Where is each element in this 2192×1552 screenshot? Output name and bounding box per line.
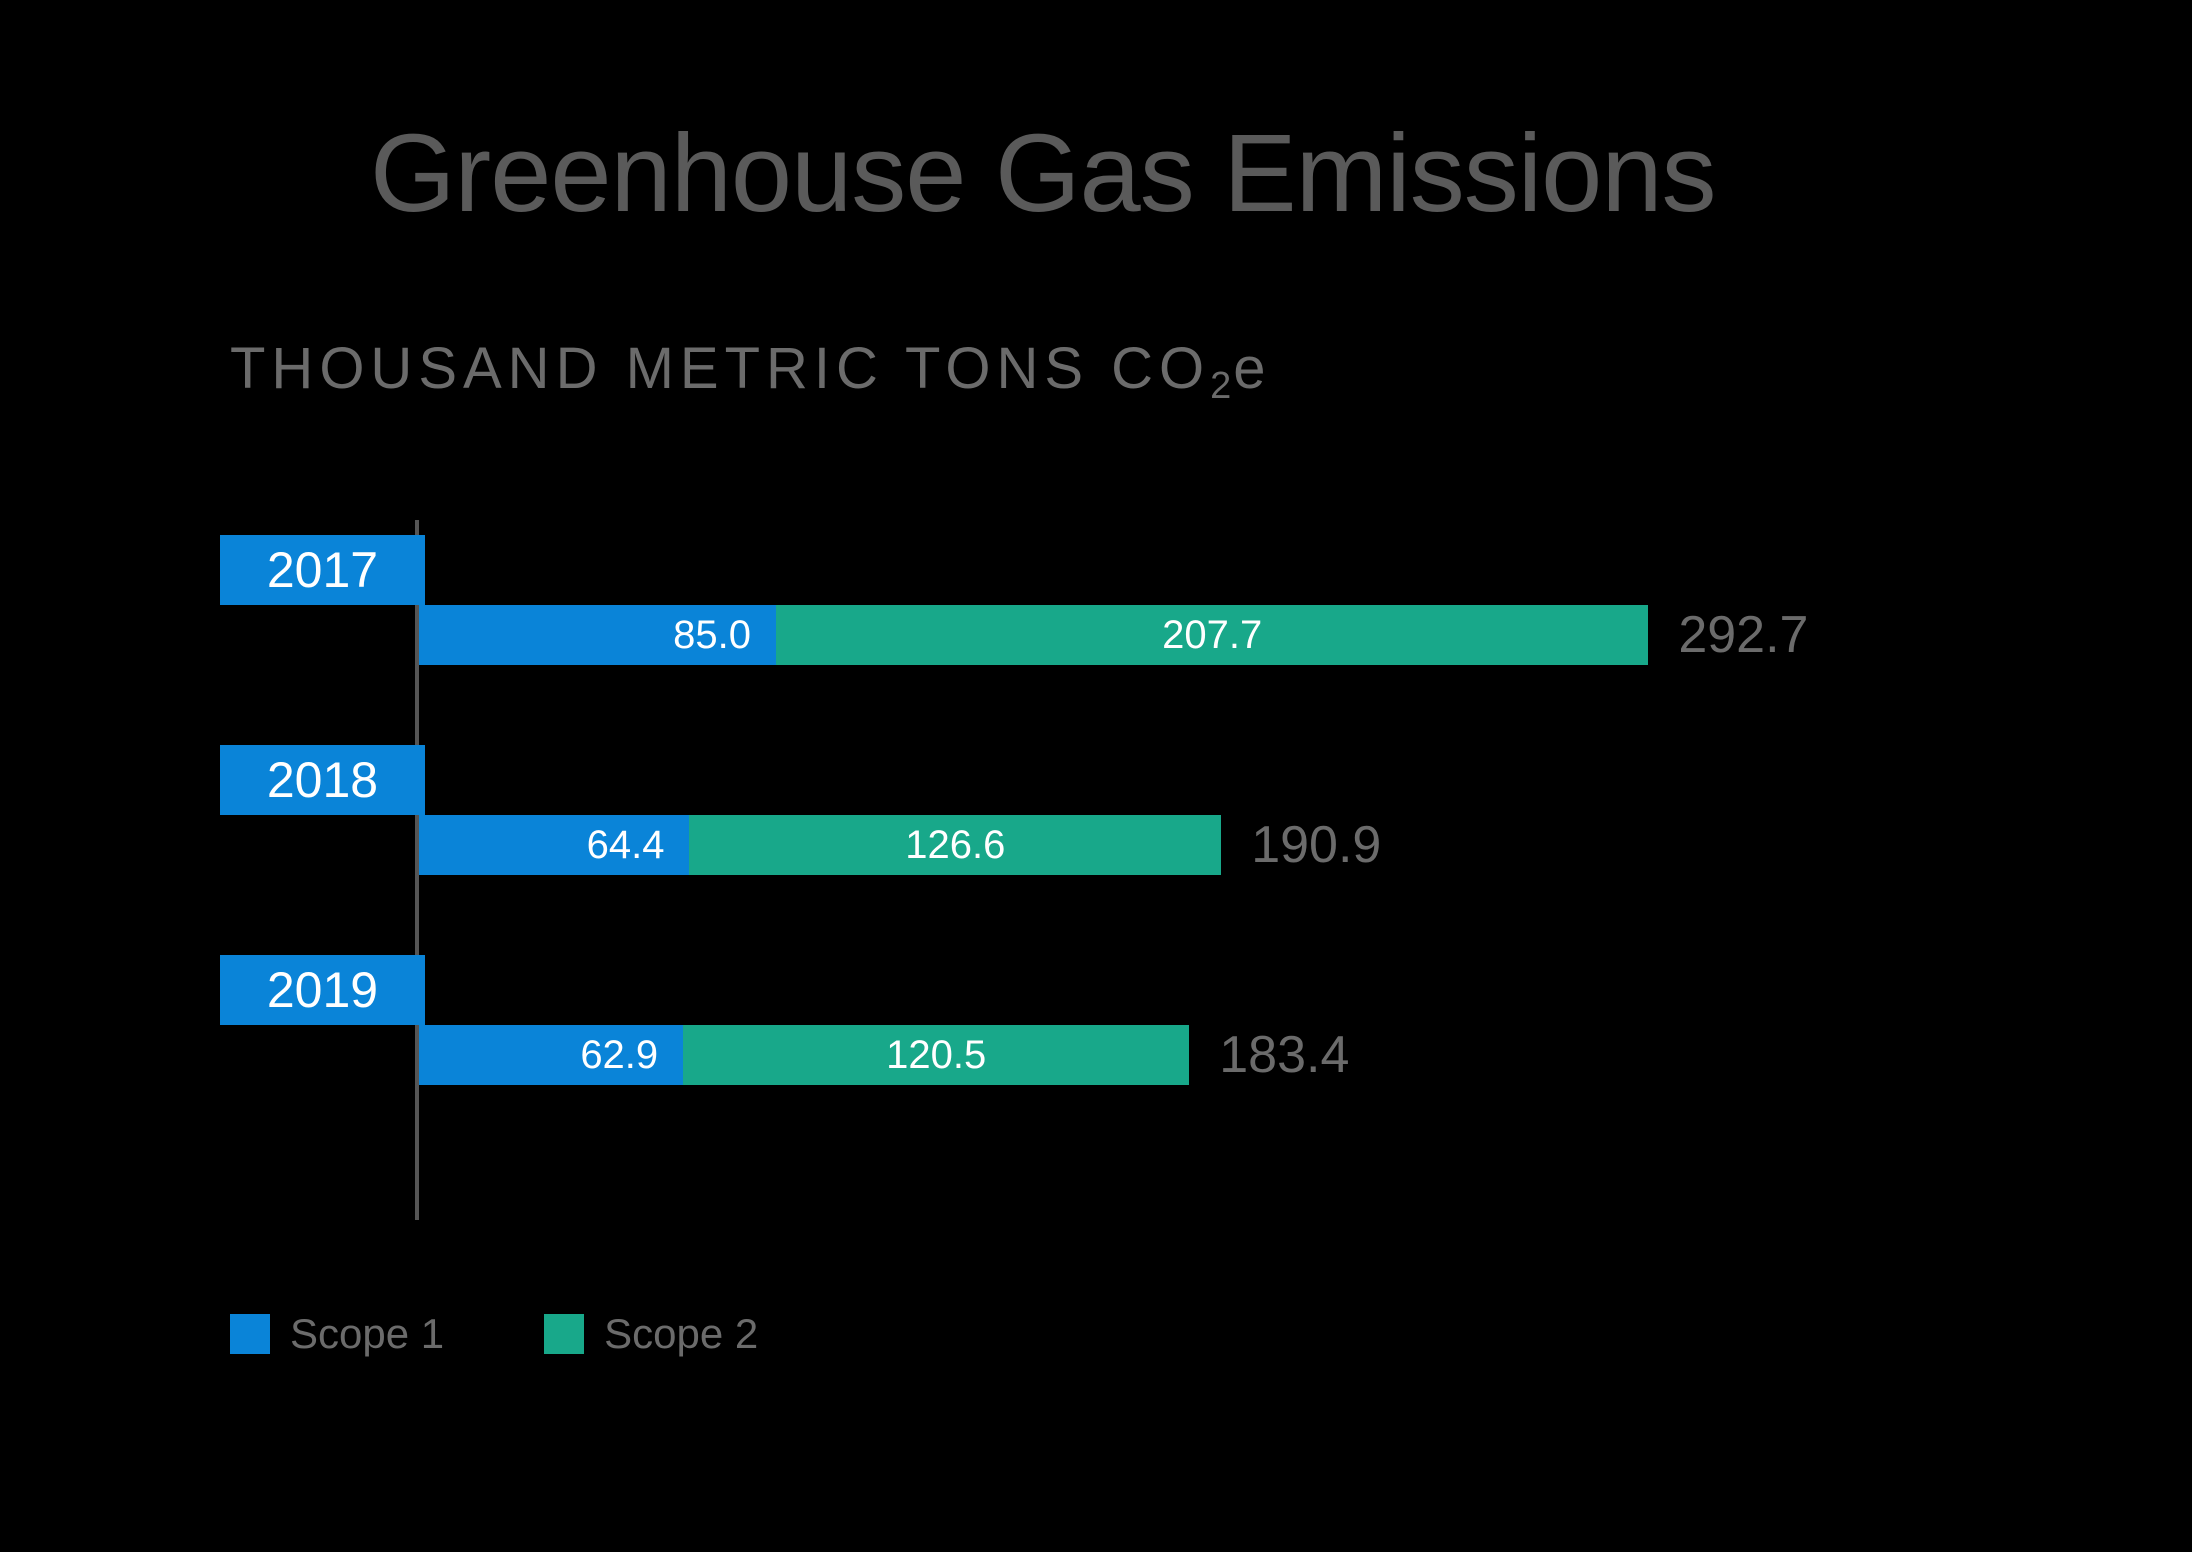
scope1-value: 62.9 bbox=[580, 1033, 658, 1078]
total-value: 183.4 bbox=[1219, 1025, 1349, 1085]
subtitle-suffix: e bbox=[1233, 336, 1271, 401]
scope2-segment: 120.5 bbox=[683, 1025, 1189, 1085]
legend-swatch bbox=[544, 1314, 584, 1354]
total-value: 292.7 bbox=[1678, 605, 1808, 665]
year-label: 2019 bbox=[220, 955, 425, 1025]
subtitle-subscript: 2 bbox=[1210, 365, 1233, 407]
scope1-value: 85.0 bbox=[673, 613, 751, 658]
scope1-segment: 62.9 bbox=[419, 1025, 683, 1085]
scope1-segment: 64.4 bbox=[419, 815, 689, 875]
legend-label: Scope 1 bbox=[290, 1310, 444, 1358]
chart-canvas: Greenhouse Gas Emissions THOUSAND METRIC… bbox=[0, 0, 2192, 1552]
year-label: 2017 bbox=[220, 535, 425, 605]
legend-item: Scope 2 bbox=[544, 1310, 758, 1358]
scope1-value: 64.4 bbox=[587, 823, 665, 868]
scope2-value: 126.6 bbox=[905, 823, 1005, 868]
bar-segments: 62.9 120.5 183.4 bbox=[419, 1025, 1349, 1085]
bar-segments: 85.0 207.7 292.7 bbox=[419, 605, 1808, 665]
scope1-segment: 85.0 bbox=[419, 605, 776, 665]
total-value: 190.9 bbox=[1251, 815, 1381, 875]
bar-segments: 64.4 126.6 190.9 bbox=[419, 815, 1381, 875]
scope2-segment: 126.6 bbox=[689, 815, 1221, 875]
scope2-value: 207.7 bbox=[1162, 613, 1262, 658]
legend-item: Scope 1 bbox=[230, 1310, 444, 1358]
subtitle-prefix: THOUSAND METRIC TONS CO bbox=[230, 336, 1210, 401]
scope2-value: 120.5 bbox=[886, 1033, 986, 1078]
legend: Scope 1 Scope 2 bbox=[230, 1310, 758, 1358]
chart-subtitle: THOUSAND METRIC TONS CO2e bbox=[230, 335, 1272, 402]
year-label: 2018 bbox=[220, 745, 425, 815]
chart-title: Greenhouse Gas Emissions bbox=[370, 110, 1716, 237]
legend-label: Scope 2 bbox=[604, 1310, 758, 1358]
scope2-segment: 207.7 bbox=[776, 605, 1648, 665]
legend-swatch bbox=[230, 1314, 270, 1354]
